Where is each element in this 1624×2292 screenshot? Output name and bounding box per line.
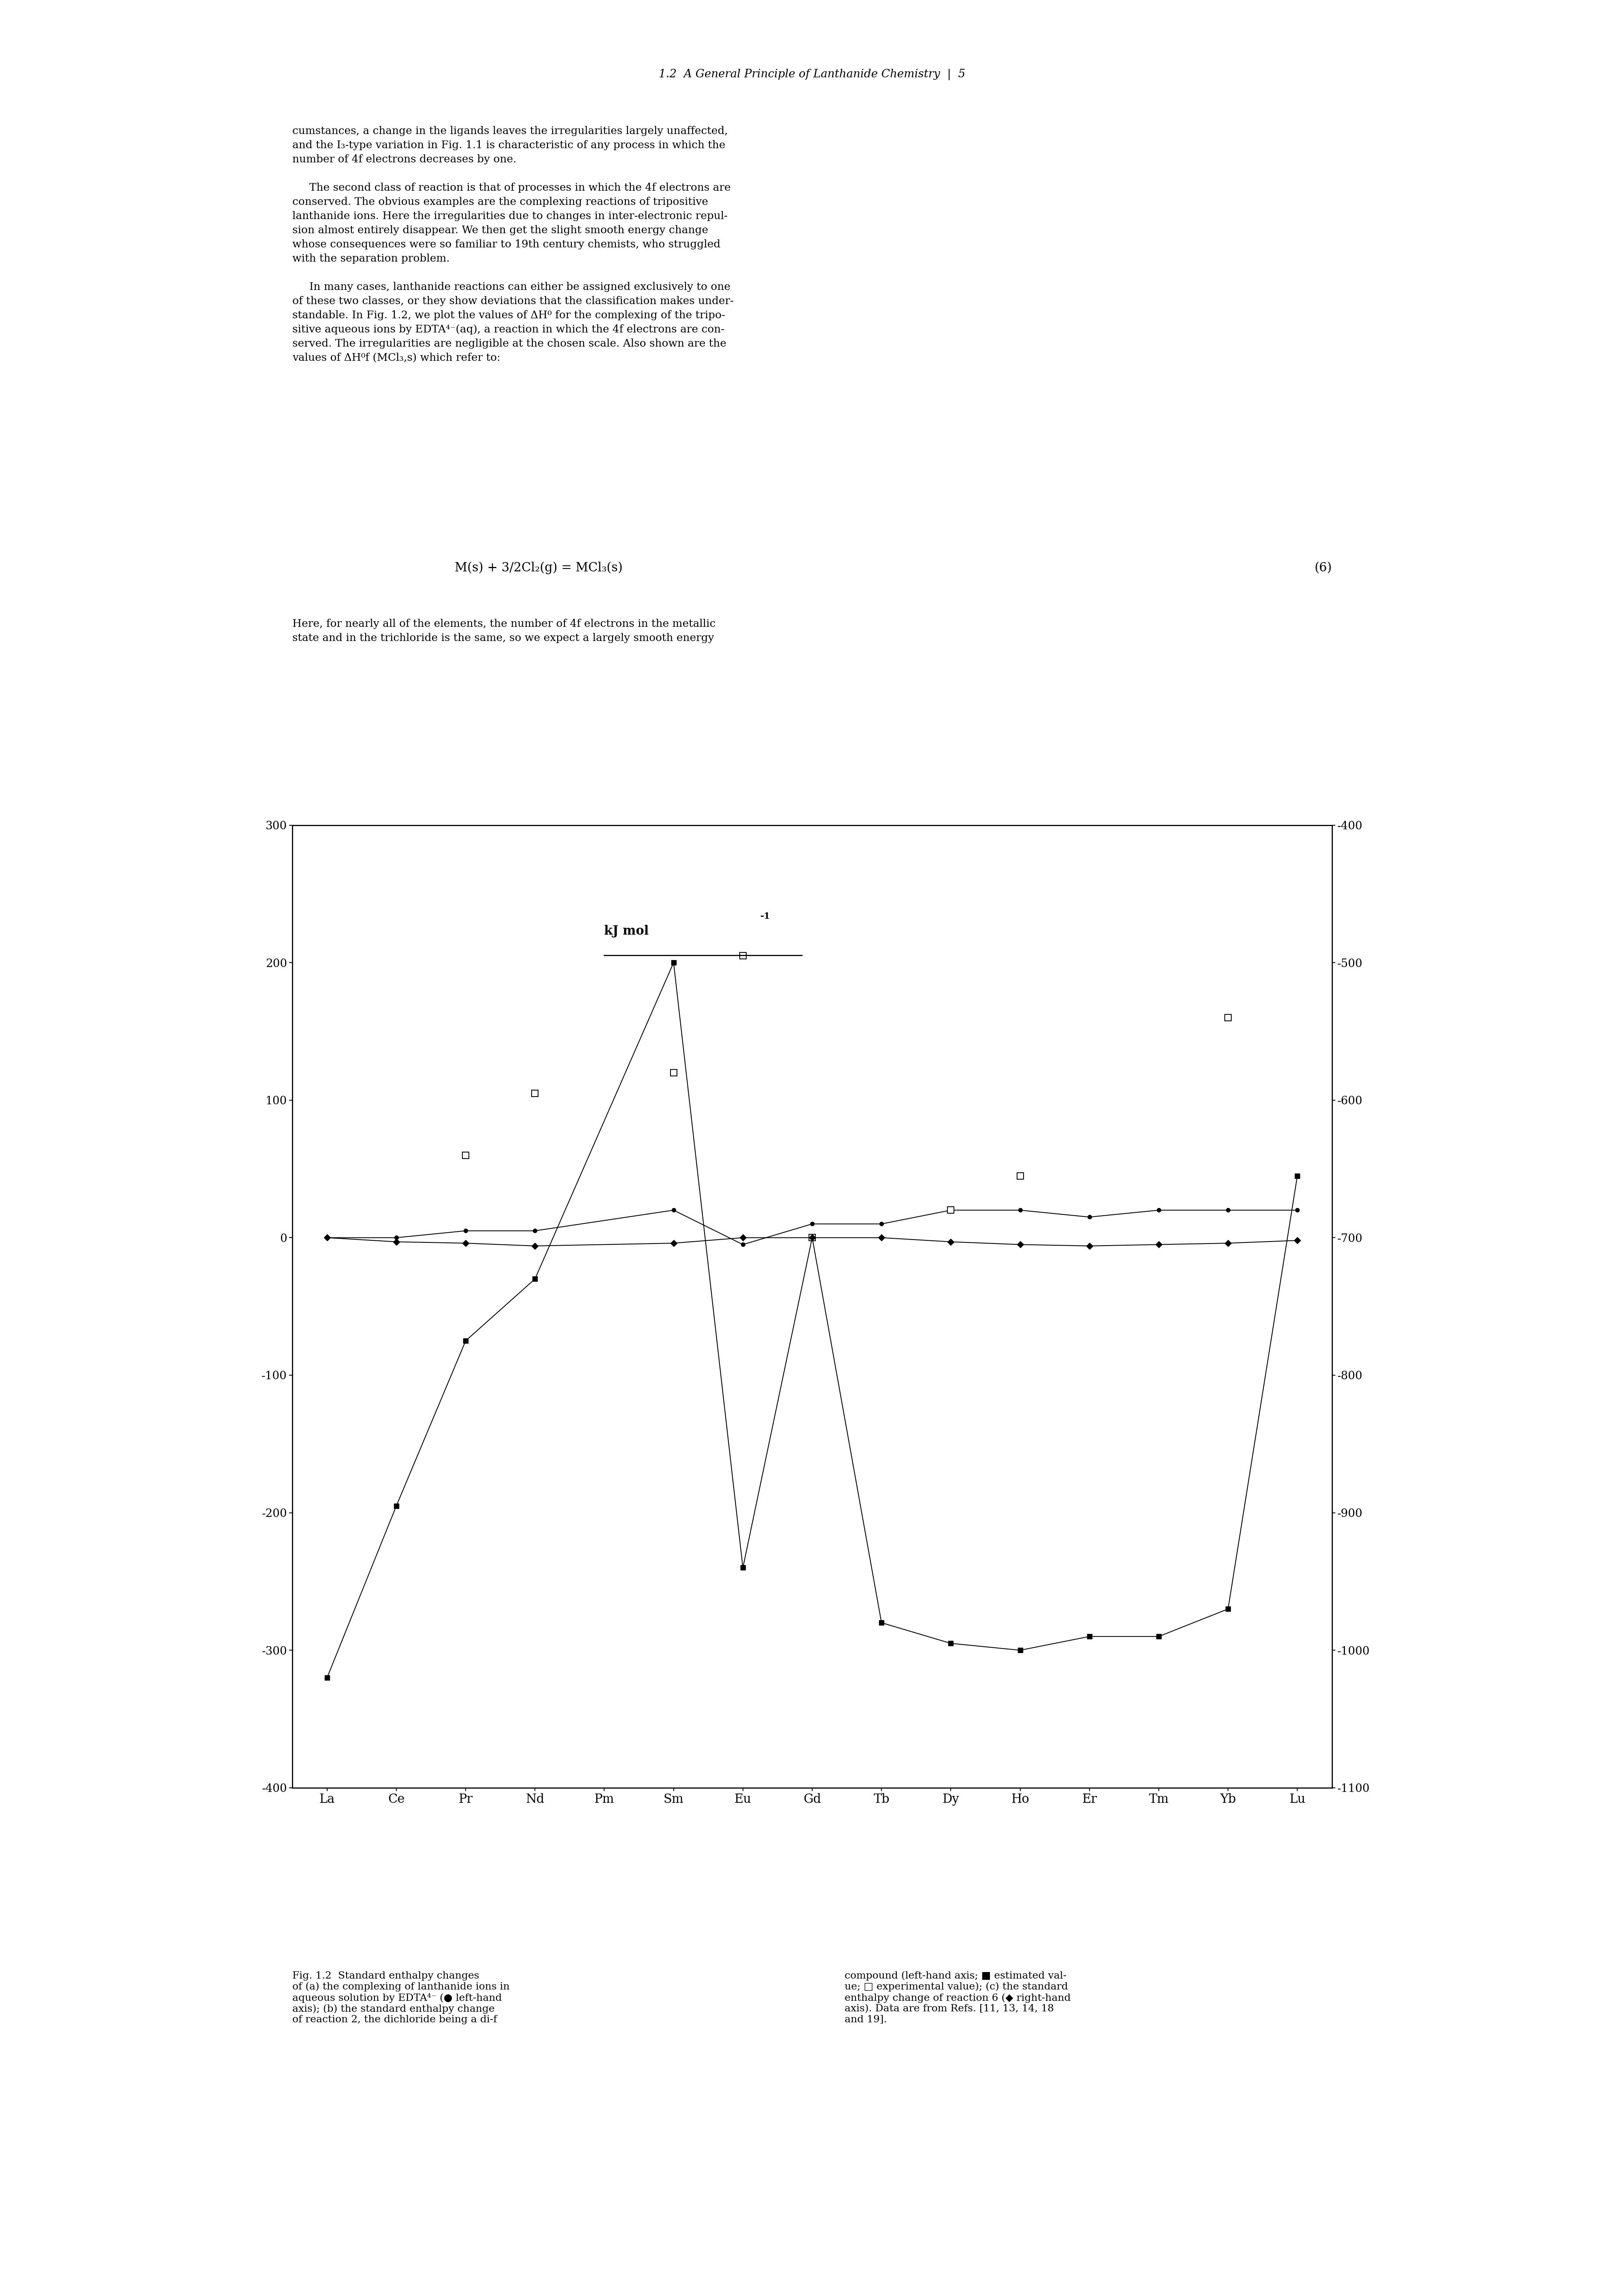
Text: cumstances, a change in the ligands leaves the irregularities largely unaffected: cumstances, a change in the ligands leav… bbox=[292, 126, 734, 362]
Text: (6): (6) bbox=[1314, 562, 1332, 573]
Text: Fig. 1.2  Standard enthalpy changes
of (a) the complexing of lanthanide ions in
: Fig. 1.2 Standard enthalpy changes of (a… bbox=[292, 1971, 510, 2024]
Text: 1.2  A General Principle of Lanthanide Chemistry  |  5: 1.2 A General Principle of Lanthanide Ch… bbox=[659, 69, 965, 80]
Text: Here, for nearly all of the elements, the number of 4f electrons in the metallic: Here, for nearly all of the elements, th… bbox=[292, 619, 716, 644]
Text: M(s) + 3/2Cl₂(g) = MCl₃(s): M(s) + 3/2Cl₂(g) = MCl₃(s) bbox=[455, 562, 622, 575]
Text: compound (left-hand axis; ■ estimated val-
ue; □ experimental value); (c) the st: compound (left-hand axis; ■ estimated va… bbox=[844, 1971, 1070, 2024]
Text: kJ mol: kJ mol bbox=[604, 924, 648, 937]
Text: -1: -1 bbox=[760, 912, 770, 921]
